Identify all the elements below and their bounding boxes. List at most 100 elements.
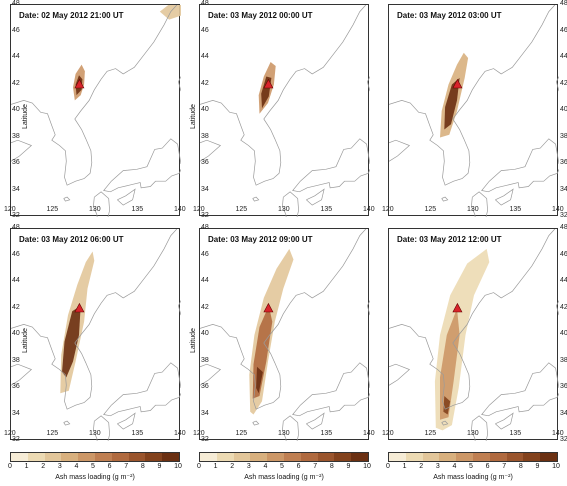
coastline xyxy=(495,188,514,206)
lat-tick: 34 xyxy=(12,185,20,193)
coastline xyxy=(306,188,325,206)
lon-tick: 140 xyxy=(363,430,375,437)
coastline xyxy=(200,139,222,162)
coastline xyxy=(103,362,181,417)
lat-tick: 32 xyxy=(201,436,209,443)
lat-tick: 38 xyxy=(12,356,20,364)
colorbar-tick: 4 xyxy=(263,463,268,470)
coastline xyxy=(200,229,367,410)
colorbar-tick: 5 xyxy=(469,463,473,470)
coastline xyxy=(471,191,488,217)
colorbar-swatch xyxy=(11,453,28,461)
colorbar-swatch xyxy=(405,453,423,461)
lat-tick: 44 xyxy=(560,277,567,284)
colorbar-swatch xyxy=(506,453,524,461)
map-canvas xyxy=(11,5,181,217)
coastline xyxy=(63,196,71,202)
colorbar-tick: 8 xyxy=(140,463,145,470)
lat-tick: 40 xyxy=(560,330,567,337)
lat-tick: 48 xyxy=(560,0,567,7)
coastline xyxy=(117,188,136,206)
coastline xyxy=(178,300,181,316)
colorbar-ticks-middle: 0 1 2 3 4 5 6 7 8 9 10 xyxy=(197,463,371,470)
coastline xyxy=(63,420,71,426)
colorbar-tick: 7 xyxy=(124,463,129,470)
panel-date: Date: 02 May 2012 21:00 UT xyxy=(17,11,126,20)
map-panel-6: Date: 03 May 2012 12:00 UT xyxy=(388,228,559,441)
map-panel-1: Date: 02 May 2012 21:00 UT xyxy=(10,4,181,217)
colorbar-swatch xyxy=(540,453,557,461)
lon-tick: 130 xyxy=(467,430,479,437)
lat-tick: 38 xyxy=(12,132,20,140)
lat-tick: 48 xyxy=(12,0,20,7)
map-canvas xyxy=(11,229,181,441)
lat-tick: 42 xyxy=(560,303,567,311)
volcano-marker-icon xyxy=(263,78,274,89)
lat-tick: 34 xyxy=(201,185,209,193)
colorbar-swatch xyxy=(489,453,507,461)
lon-tick: 120 xyxy=(193,430,205,437)
coastline xyxy=(282,415,299,441)
lat-tick: 44 xyxy=(560,53,567,60)
colorbar-tick: 10 xyxy=(363,463,371,470)
colorbar-tick: 2 xyxy=(419,463,424,470)
lat-tick: 46 xyxy=(12,26,20,34)
latitude-axis-label: Latitude xyxy=(190,328,197,353)
colorbar-tick: 10 xyxy=(552,463,560,470)
coastline xyxy=(495,412,514,430)
lon-tick: 130 xyxy=(278,430,290,437)
colorbar-tick: 5 xyxy=(91,463,95,470)
lat-tick: 44 xyxy=(12,277,20,284)
lat-tick: 48 xyxy=(201,0,209,7)
colorbar-swatch xyxy=(422,453,440,461)
panel-date: Date: 03 May 2012 06:00 UT xyxy=(17,235,126,244)
coastline xyxy=(292,362,370,417)
lat-tick: 48 xyxy=(560,224,567,231)
coastline xyxy=(11,363,33,386)
lon-tick: 120 xyxy=(4,430,16,437)
map-panel-5: Date: 03 May 2012 09:00 UT xyxy=(199,228,370,441)
colorbar-tick: 0 xyxy=(8,463,12,470)
colorbar-tick: 3 xyxy=(435,463,440,470)
colorbar-swatch xyxy=(317,453,335,461)
coastline xyxy=(306,412,325,430)
lat-tick: 48 xyxy=(201,224,209,231)
colorbar-swatch xyxy=(128,453,146,461)
colorbar-tick: 1 xyxy=(213,463,218,470)
map-panel-4: Date: 03 May 2012 06:00 UT xyxy=(10,228,181,441)
lat-tick: 40 xyxy=(560,106,567,113)
lat-tick: 36 xyxy=(12,383,20,390)
volcano-marker-icon xyxy=(452,302,463,313)
coastline xyxy=(389,5,556,186)
lat-tick: 38 xyxy=(560,356,567,364)
lat-tick: 32 xyxy=(12,212,20,219)
lat-tick: 42 xyxy=(201,303,209,311)
map-canvas xyxy=(200,5,370,217)
coastline xyxy=(471,415,488,441)
colorbar-tick: 8 xyxy=(518,463,523,470)
coastline xyxy=(389,229,556,410)
lon-tick: 130 xyxy=(89,206,101,213)
coastline xyxy=(93,191,110,217)
colorbar-swatch xyxy=(216,453,234,461)
colorbar-tick: 7 xyxy=(313,463,318,470)
colorbar-swatch xyxy=(389,453,406,461)
colorbar-tick: 6 xyxy=(107,463,112,470)
panel-date: Date: 03 May 2012 00:00 UT xyxy=(206,11,315,20)
lat-tick: 44 xyxy=(201,53,209,60)
map-panel-2: Date: 03 May 2012 00:00 UT xyxy=(199,4,370,217)
lat-tick: 42 xyxy=(12,79,20,87)
lon-tick: 140 xyxy=(363,206,375,213)
colorbar-swatch xyxy=(300,453,318,461)
colorbar-swatch xyxy=(200,453,217,461)
lat-tick: 46 xyxy=(560,250,567,258)
colorbar-swatch xyxy=(44,453,62,461)
coastline xyxy=(11,139,33,162)
latitude-axis-label: Latitude xyxy=(22,328,29,353)
coastline xyxy=(103,138,181,193)
lat-tick: 38 xyxy=(201,356,209,364)
lat-tick: 44 xyxy=(12,53,20,60)
lat-tick: 32 xyxy=(560,212,567,219)
ash-plume xyxy=(443,396,451,415)
map-panel-3: Date: 03 May 2012 03:00 UT xyxy=(388,4,559,217)
